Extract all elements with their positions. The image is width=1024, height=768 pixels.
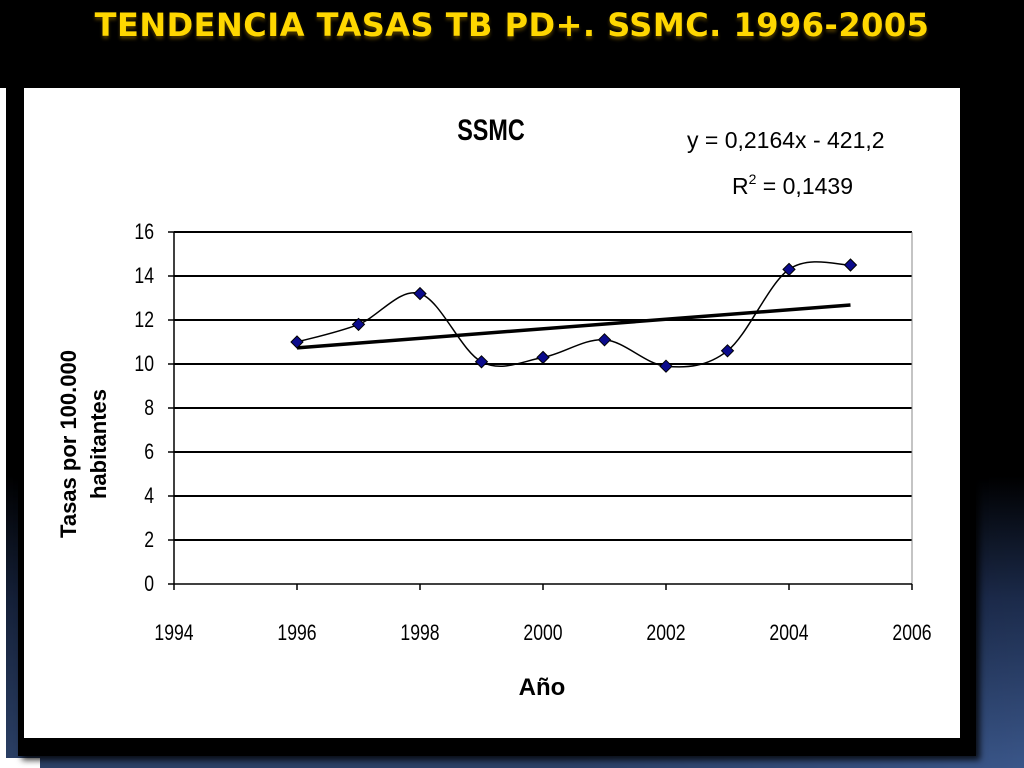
y-tick-label-8: 8 xyxy=(144,396,154,420)
y-tick-label-12: 12 xyxy=(134,308,154,332)
data-point-1999 xyxy=(474,355,489,369)
x-axis-label: Año xyxy=(519,674,566,701)
x-tick-label-2002: 2002 xyxy=(646,621,685,645)
data-markers xyxy=(290,258,858,373)
y-tick-label-14: 14 xyxy=(134,264,154,288)
data-point-1997 xyxy=(351,317,366,332)
x-tick-label-2004: 2004 xyxy=(769,621,808,645)
y-tick-label-0: 0 xyxy=(144,572,154,596)
y-axis-label-line-1: Tasas por 100.000 xyxy=(56,350,81,538)
chart: 0 2 4 6 8 10 12 14 16 1994 1996 1998 2000 2002 2004 200… xyxy=(56,113,932,701)
left-edge-strip xyxy=(0,88,6,760)
y-tick-label-10: 10 xyxy=(134,352,154,376)
y-tick-label-4: 4 xyxy=(144,484,154,508)
axes xyxy=(168,231,913,590)
y-axis-label-line-2: habitantes xyxy=(86,389,111,499)
data-point-1996 xyxy=(290,335,304,349)
data-point-2004 xyxy=(782,262,796,277)
bottom-edge-strip xyxy=(0,758,40,768)
y-axis-label: Tasas por 100.000 habitantes xyxy=(56,350,111,538)
r-squared-label: R2 = 0,1439 xyxy=(732,171,853,199)
x-tick-label-1998: 1998 xyxy=(400,621,439,645)
y-tick-label-6: 6 xyxy=(144,440,154,464)
data-point-1998 xyxy=(413,286,427,301)
data-point-2001 xyxy=(597,333,612,347)
x-tick-label-1994: 1994 xyxy=(154,621,193,645)
data-point-2005 xyxy=(843,258,858,272)
y-tick-label-2: 2 xyxy=(144,528,154,552)
chart-panel: 0 2 4 6 8 10 12 14 16 1994 1996 1998 2000 2002 2004 200… xyxy=(24,88,960,738)
x-tick-label-2006: 2006 xyxy=(892,621,931,645)
data-point-2003 xyxy=(720,344,735,358)
chart-title: SSMC xyxy=(457,113,525,146)
data-point-2000 xyxy=(536,350,550,365)
data-point-2002 xyxy=(659,359,673,373)
x-tick-label-2000: 2000 xyxy=(523,621,562,645)
x-tick-label-1996: 1996 xyxy=(277,621,316,645)
y-tick-label-16: 16 xyxy=(134,220,154,244)
grid-lines xyxy=(174,231,912,541)
trendline-equation: y = 0,2164x - 421,2 xyxy=(687,127,885,153)
trendline xyxy=(296,303,851,350)
series-smoothed-line xyxy=(296,261,851,368)
tick-labels: 0 2 4 6 8 10 12 14 16 1994 1996 1998 2000 2002 2004 200… xyxy=(134,220,931,645)
slide-title: TENDENCIA TASAS TB PD+. SSMC. 1996-2005 xyxy=(94,6,930,44)
